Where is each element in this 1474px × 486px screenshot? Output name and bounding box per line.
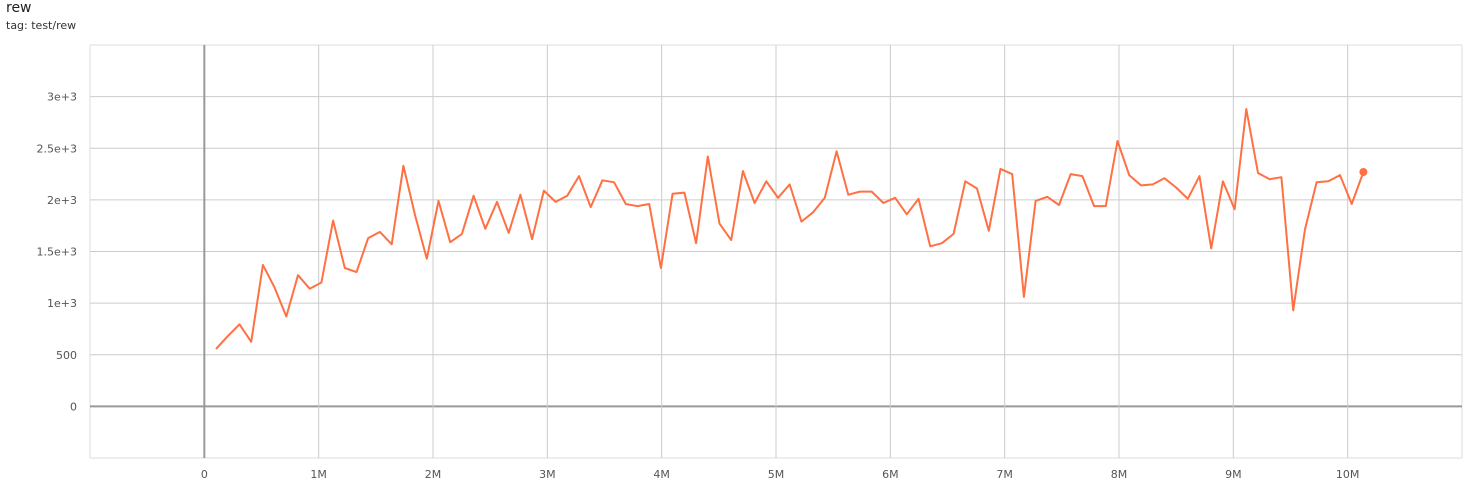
y-tick-label: 1.5e+3	[37, 246, 77, 259]
x-tick-label: 1M	[310, 468, 327, 481]
y-tick-label: 500	[56, 349, 77, 362]
x-tick-label: 5M	[768, 468, 785, 481]
x-tick-label: 9M	[1225, 468, 1242, 481]
chart-title: rew	[6, 0, 32, 16]
x-tick-label: 4M	[653, 468, 670, 481]
y-tick-label: 0	[70, 400, 77, 413]
x-tick-label: 8M	[1111, 468, 1128, 481]
y-tick-label: 2e+3	[47, 194, 77, 207]
x-tick-label: 0	[201, 468, 208, 481]
x-tick-label: 3M	[539, 468, 556, 481]
y-tick-label: 2.5e+3	[37, 142, 77, 155]
x-tick-label: 6M	[882, 468, 899, 481]
y-tick-label: 3e+3	[47, 91, 77, 104]
x-tick-label: 10M	[1336, 468, 1360, 481]
x-tick-label: 2M	[425, 468, 442, 481]
x-tick-label: 7M	[996, 468, 1013, 481]
last-data-point	[1359, 167, 1368, 176]
series-line	[215, 108, 1365, 350]
chart-tag: tag: test/rew	[6, 19, 77, 32]
y-tick-label: 1e+3	[47, 297, 77, 310]
